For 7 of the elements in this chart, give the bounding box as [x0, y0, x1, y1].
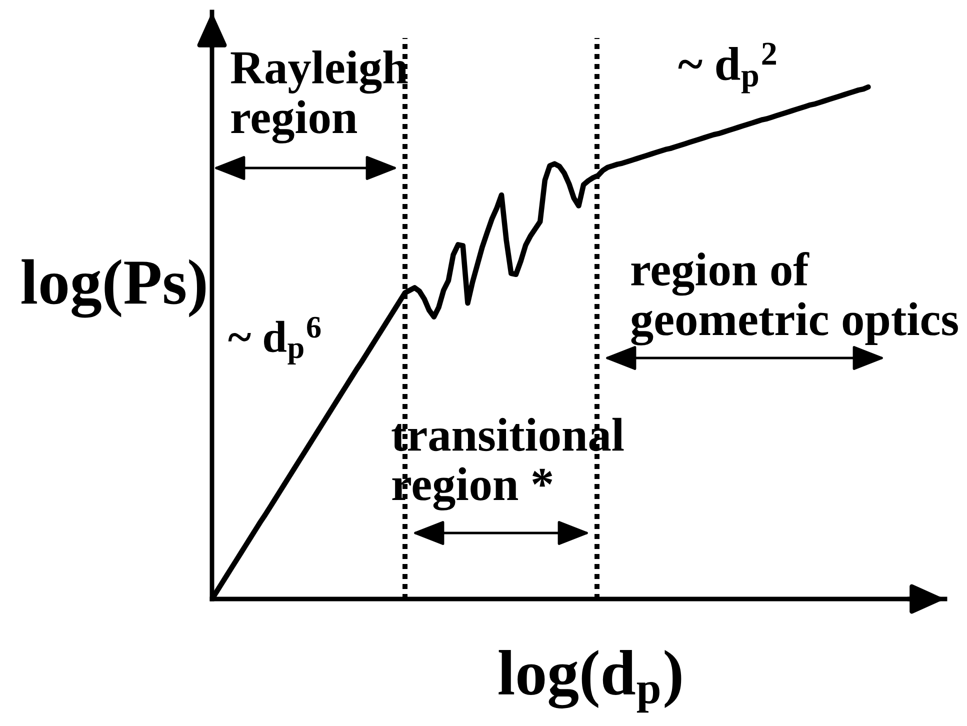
- x-axis-title: log(d$_{p}$): [498, 650, 682, 713]
- y-axis-title: log(Ps): [22, 259, 206, 318]
- annotation: ~ d$_{p}$$^{2}$: [678, 42, 776, 94]
- annotation: transitional region *: [392, 418, 624, 510]
- annotation: Rayleigh region: [230, 50, 408, 144]
- annotation: region of geometric optics: [631, 252, 958, 346]
- annotation: ~ d$_{p}$$^{6}$: [228, 316, 321, 365]
